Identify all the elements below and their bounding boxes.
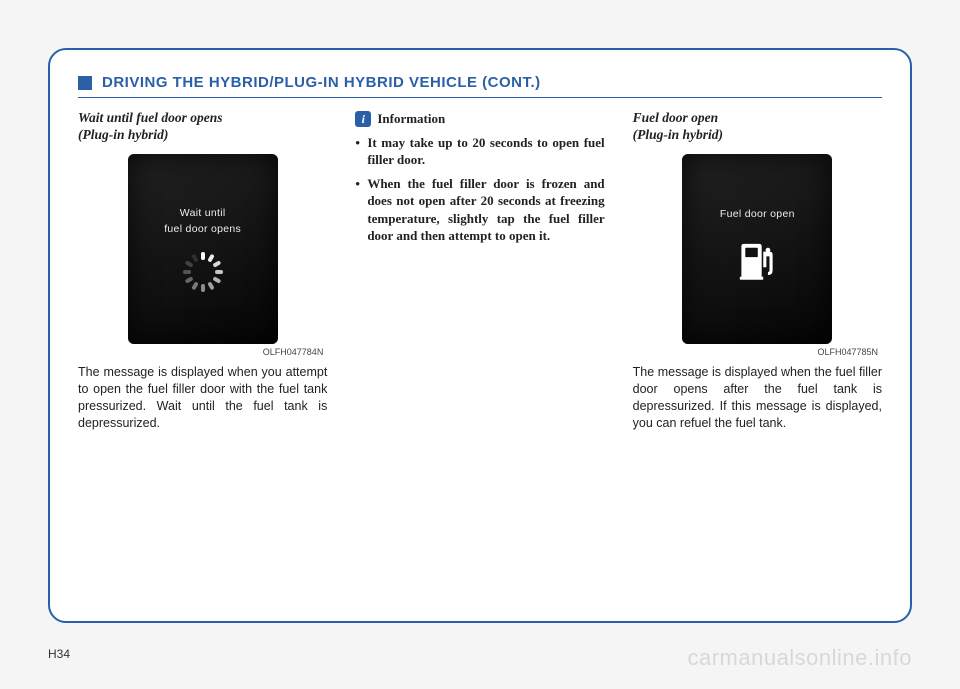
col3-subheading-line2: (Plug-in hybrid) bbox=[633, 127, 723, 142]
col1-screen-text: Wait until fuel door opens bbox=[164, 206, 241, 238]
col1-screen-line2: fuel door opens bbox=[164, 223, 241, 235]
columns: Wait until fuel door opens (Plug-in hybr… bbox=[78, 110, 882, 431]
col1-subheading-line1: Wait until fuel door opens bbox=[78, 110, 223, 125]
page-frame: DRIVING THE HYBRID/PLUG-IN HYBRID VEHICL… bbox=[48, 48, 912, 623]
col3-screen-text: Fuel door open bbox=[720, 207, 795, 223]
col1-figure: Wait until fuel door opens bbox=[78, 154, 327, 344]
column-2: i Information It may take up to 20 secon… bbox=[355, 110, 604, 431]
col3-figure-code: OLFH047785N bbox=[633, 346, 878, 358]
col1-screen-line1: Wait until bbox=[180, 207, 226, 219]
fuel-pump-icon bbox=[732, 236, 782, 291]
col3-body: The message is displayed when the fuel f… bbox=[633, 364, 882, 432]
info-icon: i bbox=[355, 111, 371, 127]
section-title: DRIVING THE HYBRID/PLUG-IN HYBRID VEHICL… bbox=[102, 74, 541, 91]
col3-figure: Fuel door open bbox=[633, 154, 882, 344]
col3-subheading-line1: Fuel door open bbox=[633, 110, 719, 125]
header-marker bbox=[78, 76, 92, 90]
col1-body: The message is displayed when you attemp… bbox=[78, 364, 327, 432]
col1-screen: Wait until fuel door opens bbox=[128, 154, 278, 344]
watermark: carmanualsonline.info bbox=[687, 645, 912, 671]
info-list: It may take up to 20 seconds to open fue… bbox=[355, 134, 604, 245]
info-title: Information bbox=[377, 110, 445, 128]
section-header: DRIVING THE HYBRID/PLUG-IN HYBRID VEHICL… bbox=[78, 74, 882, 98]
column-3: Fuel door open (Plug-in hybrid) Fuel doo… bbox=[633, 110, 882, 431]
col3-screen: Fuel door open bbox=[682, 154, 832, 344]
info-heading: i Information bbox=[355, 110, 604, 128]
info-bullet: When the fuel filler door is frozen and … bbox=[355, 175, 604, 245]
page-number: H34 bbox=[48, 647, 70, 661]
column-1: Wait until fuel door opens (Plug-in hybr… bbox=[78, 110, 327, 431]
info-bullet: It may take up to 20 seconds to open fue… bbox=[355, 134, 604, 169]
col3-subheading: Fuel door open (Plug-in hybrid) bbox=[633, 110, 882, 144]
col1-figure-code: OLFH047784N bbox=[78, 346, 323, 358]
col1-subheading-line2: (Plug-in hybrid) bbox=[78, 127, 168, 142]
spinner-icon bbox=[183, 252, 223, 292]
col1-subheading: Wait until fuel door opens (Plug-in hybr… bbox=[78, 110, 327, 144]
